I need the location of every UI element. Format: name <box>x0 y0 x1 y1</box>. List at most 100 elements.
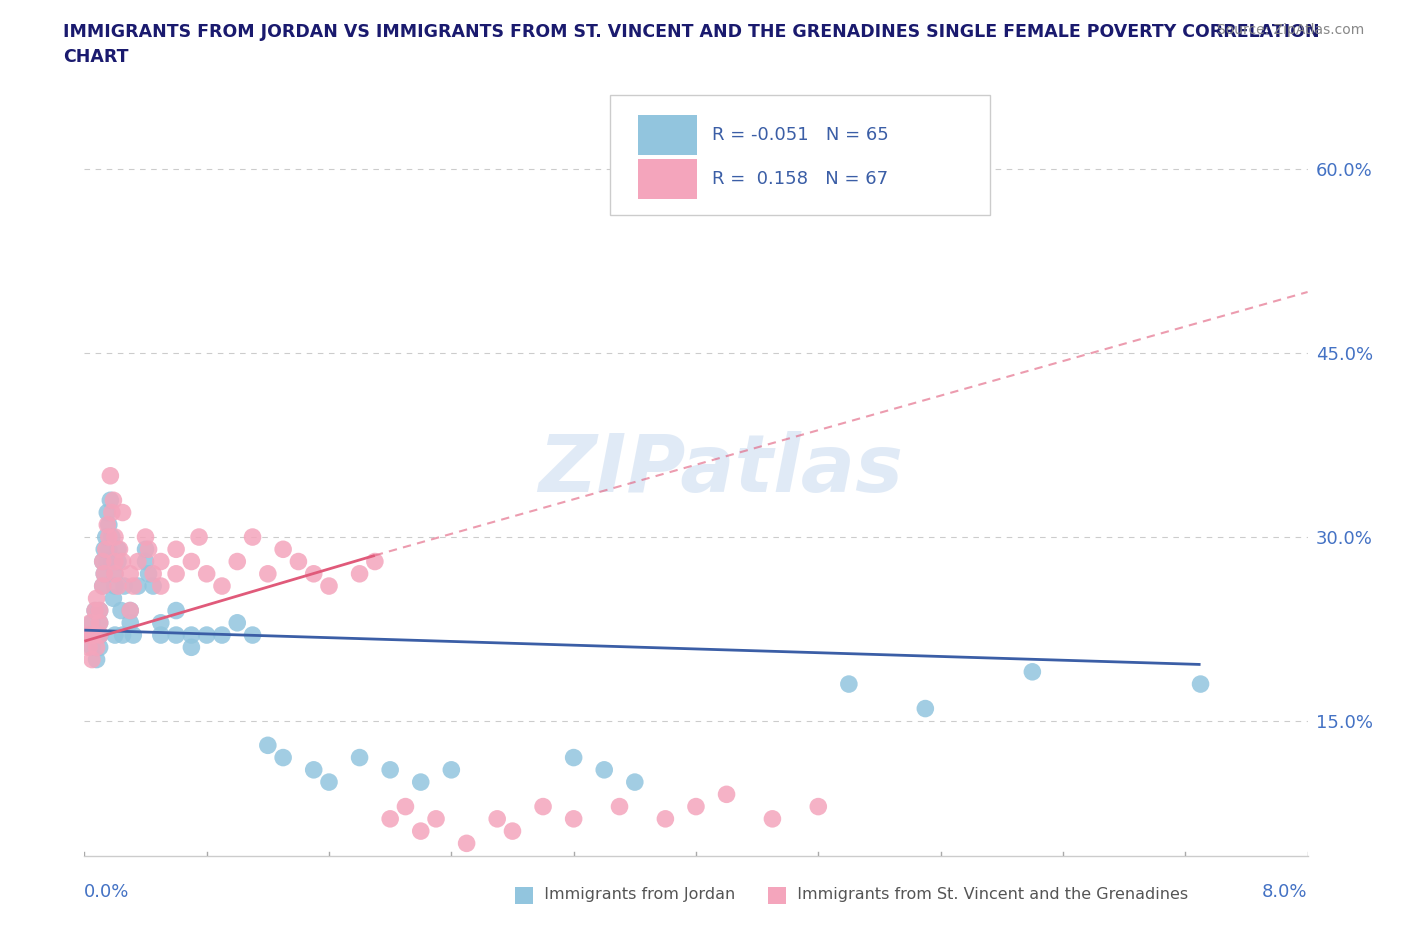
Point <box>89 628 111 643</box>
Point <box>302 566 325 581</box>
Point <box>98 469 121 484</box>
Point <box>135 529 157 544</box>
FancyBboxPatch shape <box>610 95 990 215</box>
Point <box>135 554 157 569</box>
Point <box>142 578 165 593</box>
Text: 0.0%: 0.0% <box>84 883 129 900</box>
Point <box>120 604 142 618</box>
Point <box>94 529 117 544</box>
Bar <box>638 114 697 154</box>
Point <box>111 505 134 520</box>
Point <box>654 811 676 826</box>
Point <box>122 578 145 593</box>
Point <box>86 640 108 655</box>
Point <box>107 578 129 593</box>
Text: Source: ZipAtlas.com: Source: ZipAtlas.com <box>1216 23 1364 37</box>
Point <box>86 591 108 605</box>
Point <box>104 554 127 569</box>
Point <box>97 542 120 557</box>
Point <box>101 529 124 544</box>
Point <box>80 652 103 667</box>
Point <box>80 616 103 631</box>
Point <box>89 628 111 643</box>
Point <box>96 517 118 532</box>
Point <box>349 566 371 581</box>
Point <box>104 566 127 581</box>
Text: 8.0%: 8.0% <box>1263 883 1308 900</box>
Point <box>127 578 149 593</box>
Point <box>138 542 160 557</box>
Text: Immigrants from St. Vincent and the Grenadines: Immigrants from St. Vincent and the Gren… <box>787 887 1188 902</box>
Point <box>89 604 111 618</box>
Point <box>94 542 117 557</box>
Point <box>86 628 108 643</box>
Point <box>211 628 233 643</box>
Point <box>609 799 631 814</box>
Point <box>149 628 172 643</box>
Point <box>242 529 264 544</box>
Point <box>103 591 125 605</box>
Point <box>257 737 280 752</box>
Point <box>486 811 509 826</box>
Point <box>562 751 585 765</box>
Point <box>364 554 387 569</box>
Point <box>271 542 294 557</box>
Point <box>80 628 103 643</box>
Point <box>101 554 124 569</box>
Point <box>112 578 135 593</box>
Point <box>318 775 340 790</box>
Point <box>84 604 107 618</box>
Point <box>122 628 145 643</box>
Point <box>89 640 111 655</box>
Point <box>180 640 202 655</box>
Point <box>111 628 134 643</box>
Point <box>165 604 187 618</box>
Point <box>86 652 108 667</box>
Point <box>440 763 463 777</box>
Point <box>104 628 127 643</box>
Point <box>409 824 432 839</box>
Point <box>807 799 830 814</box>
Point <box>685 799 707 814</box>
Point <box>77 640 100 655</box>
Point <box>83 628 105 643</box>
Point <box>89 628 111 643</box>
Point <box>195 628 218 643</box>
Point <box>97 517 120 532</box>
Point <box>79 616 101 631</box>
Text: Immigrants from Jordan: Immigrants from Jordan <box>534 887 735 902</box>
Point <box>138 566 160 581</box>
Point <box>93 566 115 581</box>
Point <box>149 554 172 569</box>
Point <box>394 799 416 814</box>
Point <box>1189 677 1212 692</box>
Point <box>127 554 149 569</box>
Point <box>104 578 127 593</box>
Point <box>456 836 478 851</box>
Point <box>425 811 447 826</box>
Point <box>96 505 118 520</box>
Point <box>914 701 936 716</box>
Point <box>93 542 115 557</box>
Point <box>91 554 114 569</box>
Point <box>84 604 107 618</box>
Point <box>562 811 585 826</box>
Point <box>108 542 131 557</box>
Point <box>302 763 325 777</box>
Point <box>257 566 280 581</box>
Text: ZIPatlas: ZIPatlas <box>538 431 903 509</box>
Text: R =  0.158   N = 67: R = 0.158 N = 67 <box>711 170 889 189</box>
Text: R = -0.051   N = 65: R = -0.051 N = 65 <box>711 126 889 143</box>
Point <box>226 616 249 631</box>
Point <box>195 566 218 581</box>
Point <box>91 578 114 593</box>
Point <box>188 529 211 544</box>
Point <box>77 628 100 643</box>
Point <box>180 554 202 569</box>
Point <box>180 628 202 643</box>
Point <box>226 554 249 569</box>
Point <box>101 505 124 520</box>
Point <box>380 763 402 777</box>
Point <box>142 566 165 581</box>
Point <box>380 811 402 826</box>
